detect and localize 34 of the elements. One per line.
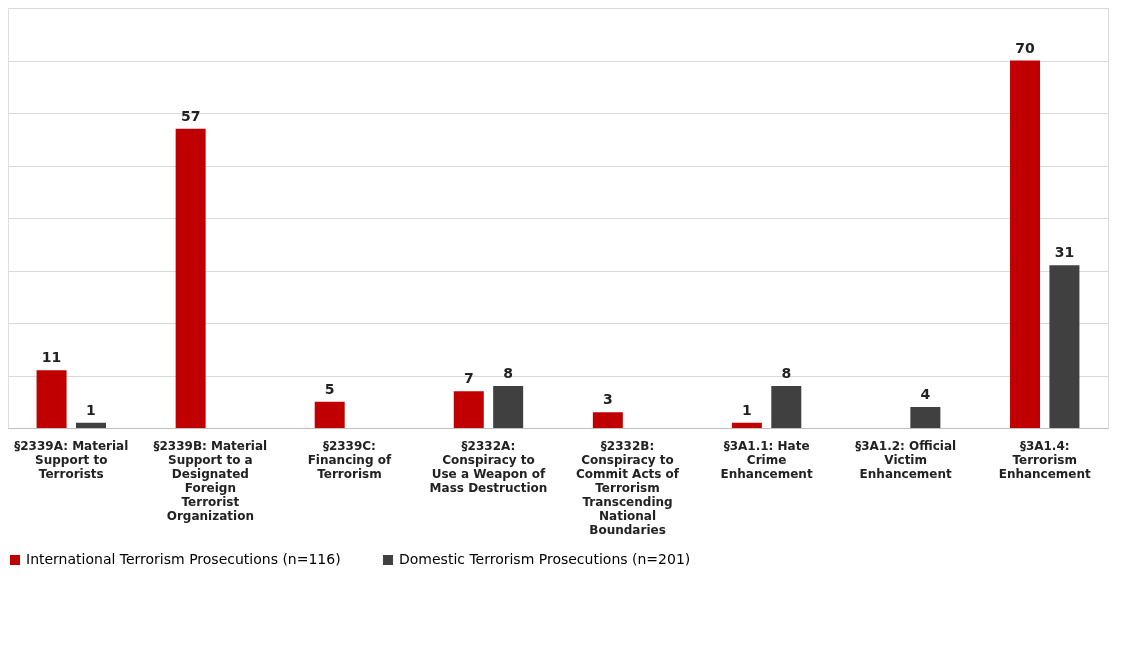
x-tick-label: §3A1.4: Terrorism Enhancement: [998, 438, 1092, 481]
data-label: 31: [1054, 244, 1075, 261]
x-tick-label: §3A1.1: Hate Crime Enhancement: [720, 438, 813, 481]
data-label: 11: [41, 349, 62, 366]
bar: [910, 407, 941, 428]
data-label: 7: [463, 370, 474, 387]
data-label: 57: [180, 107, 201, 124]
bar: [1049, 265, 1080, 428]
data-label: 8: [781, 365, 792, 381]
legend-label: Domestic Terrorism Prosecutions (n=201): [399, 551, 691, 567]
data-label: 1: [742, 401, 752, 418]
data-label: 8: [503, 365, 514, 381]
bar: [592, 412, 623, 428]
data-label: 1: [86, 401, 96, 418]
bar: [75, 422, 106, 428]
x-tick-label: §2332B: Conspiracy to Commit Acts of Terrorism Transcending National Boundaries: [576, 438, 680, 537]
bar: [1010, 60, 1041, 428]
data-label: 5: [324, 380, 335, 397]
bar: [731, 422, 762, 428]
bar: [771, 386, 802, 428]
x-tick-label: §3A1.2: Official Victim Enhancement: [855, 438, 957, 481]
bar: [453, 391, 484, 428]
x-tick-label: §2339C: Financing of Terrorism: [307, 438, 392, 481]
x-tick-label: §2332A: Conspiracy to Use a Weapon of Mass Destruction: [429, 438, 548, 495]
x-tick-label: §2339A: Material Support to Terrorists: [14, 438, 129, 481]
data-label: 3: [602, 391, 613, 408]
data-label: 4: [920, 386, 931, 402]
bar: [175, 128, 206, 428]
legend-label: International Terrorism Prosecutions (n=116): [26, 551, 341, 567]
x-tick-label: §2339B: Material Support to a Designated Foreign Terrorist Organization: [153, 438, 268, 523]
bar: [314, 401, 345, 428]
bar: [36, 370, 67, 428]
data-label: 70: [1015, 39, 1036, 56]
bar: [493, 386, 524, 428]
